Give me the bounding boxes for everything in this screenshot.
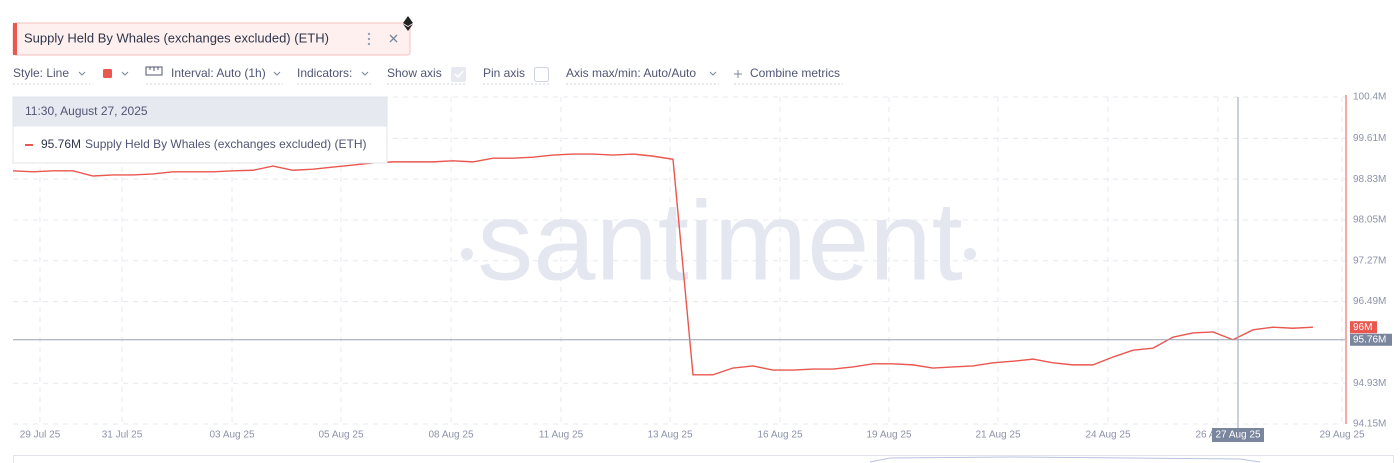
crosshair-date: 27 Aug 25: [1215, 430, 1260, 441]
watermark-dot: [964, 248, 976, 260]
crosshair-date-badge: [1212, 428, 1264, 442]
pin-axis-label[interactable]: Pin axis: [483, 66, 525, 80]
last-value-label: 96M: [1353, 322, 1372, 333]
navigator: [13, 455, 1394, 463]
indicators-select[interactable]: Indicators:: [297, 66, 352, 80]
y-tick-label: 100.4M: [1353, 92, 1386, 103]
x-tick-label: 21 Aug 25: [975, 430, 1020, 441]
watermark: santiment: [477, 179, 963, 304]
x-tick-label: 16 Aug 25: [757, 430, 802, 441]
watermark-dot: [461, 248, 473, 260]
metric-title: Supply Held By Whales (exchanges exclude…: [24, 30, 329, 45]
x-tick-label: 31 Jul 25: [102, 430, 143, 441]
x-tick-label: 19 Aug 25: [866, 430, 911, 441]
close-icon[interactable]: [389, 34, 398, 43]
tooltip-value: 95.76M: [41, 137, 81, 151]
toolbar: Style: Line Interval: Auto (1h) Indicato…: [13, 66, 843, 85]
x-tick-label: 29 Jul 25: [20, 430, 61, 441]
y-tick-label: 98.83M: [1353, 174, 1386, 185]
pin-axis-checkbox[interactable]: [534, 67, 549, 82]
lines: [12, 97, 1345, 429]
last-value-badge: [1350, 321, 1377, 334]
tag-accent: [13, 23, 17, 55]
eth-icon: [403, 16, 413, 31]
y-tick-label: 99.61M: [1353, 133, 1386, 144]
crosshair-value-badge: [1350, 333, 1392, 346]
menu-icon[interactable]: [367, 32, 371, 46]
crosshair-value-label: 95.76M: [1353, 334, 1386, 345]
combine-metrics[interactable]: Combine metrics: [750, 66, 840, 80]
x-tick-label: 24 Aug 25: [1085, 430, 1130, 441]
x-tick-label: 03 Aug 25: [209, 430, 254, 441]
axis-minmax-select[interactable]: Axis max/min: Auto/Auto: [566, 66, 696, 80]
axis: 94.15M 94.93M 96.49M 97.27M 98.05M 98.83M 99.6…: [20, 92, 1392, 442]
navigator-line: [869, 456, 1261, 463]
style-select[interactable]: Style: Line: [13, 66, 69, 80]
x-tick-label: 05 Aug 25: [318, 430, 363, 441]
y-tick-label: 96.49M: [1353, 296, 1386, 307]
show-axis-label[interactable]: Show axis: [387, 66, 442, 80]
x-tick-label: 29 Aug 25: [1319, 430, 1364, 441]
color-picker[interactable]: [103, 69, 112, 78]
x-tick-label: 13 Aug 25: [647, 430, 692, 441]
y-tick-label: 98.05M: [1353, 215, 1386, 226]
y-tick-label: 94.93M: [1353, 378, 1386, 389]
y-tick-label: 94.15M: [1353, 419, 1386, 430]
y-tick-label: 97.27M: [1353, 255, 1386, 266]
series-line: [12, 153, 1314, 376]
tooltip-date: 11:30, August 27, 2025: [25, 104, 148, 118]
x-tick-label: 08 Aug 25: [428, 430, 473, 441]
tooltip: 11:30, August 27, 2025 95.76M Supply Hel…: [12, 96, 388, 164]
interval-select[interactable]: Interval: Auto (1h): [171, 66, 266, 80]
x-tick-label: 11 Aug 25: [539, 430, 584, 441]
plot: [13, 95, 1347, 425]
tooltip-metric: Supply Held By Whales (exchanges exclude…: [85, 137, 366, 151]
show-axis-checkbox[interactable]: [451, 67, 466, 82]
